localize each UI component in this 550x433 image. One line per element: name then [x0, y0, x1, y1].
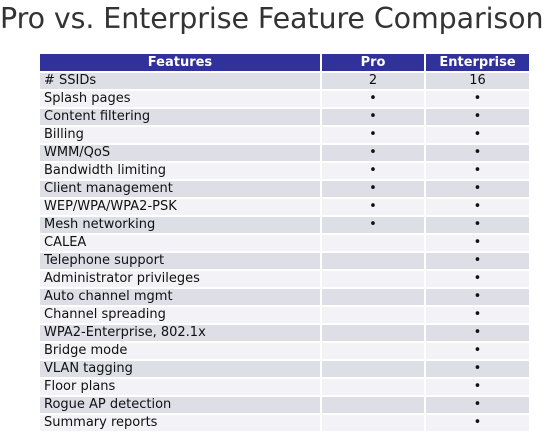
table-row: Floor plans • — [40, 377, 529, 396]
table-row: Content filtering • • — [40, 107, 529, 126]
pro-cell — [320, 251, 425, 270]
enterprise-cell: • — [424, 89, 529, 108]
enterprise-cell: • — [424, 179, 529, 198]
enterprise-cell: • — [424, 305, 529, 324]
feature-cell: # SSIDs — [40, 71, 321, 90]
table-row: Auto channel mgmt • — [40, 287, 529, 306]
pro-cell — [320, 413, 425, 431]
feature-cell: Summary reports — [40, 413, 321, 431]
enterprise-cell: • — [424, 395, 529, 414]
pro-cell: • — [320, 143, 425, 162]
pro-cell — [320, 341, 425, 360]
pro-cell: • — [320, 161, 425, 180]
table-row: Administrator privileges • — [40, 269, 529, 288]
feature-cell: Auto channel mgmt — [40, 287, 321, 306]
feature-cell: Bandwidth limiting — [40, 161, 321, 180]
pro-cell — [320, 287, 425, 306]
pro-cell: 2 — [320, 71, 425, 90]
table-body: # SSIDs 2 16 Splash pages • • Content filterin… — [40, 71, 529, 431]
feature-cell: Bridge mode — [40, 341, 321, 360]
feature-cell: WEP/WPA/WPA2-PSK — [40, 197, 321, 216]
feature-cell: Mesh networking — [40, 215, 321, 234]
enterprise-cell: • — [424, 161, 529, 180]
table-row: Telephone support • — [40, 251, 529, 270]
feature-cell: Splash pages — [40, 89, 321, 108]
enterprise-cell: • — [424, 413, 529, 431]
table-row: Mesh networking • • — [40, 215, 529, 234]
enterprise-cell: • — [424, 359, 529, 378]
table-row: Client management • • — [40, 179, 529, 198]
pro-cell: • — [320, 107, 425, 126]
feature-cell: Channel spreading — [40, 305, 321, 324]
feature-cell: WMM/QoS — [40, 143, 321, 162]
pro-cell — [320, 305, 425, 324]
table-header-row: Features Pro Enterprise — [40, 54, 529, 73]
feature-cell: Content filtering — [40, 107, 321, 126]
pro-cell: • — [320, 197, 425, 216]
table-row: WPA2-Enterprise, 802.1x • — [40, 323, 529, 342]
enterprise-cell: • — [424, 107, 529, 126]
feature-comparison-table: Features Pro Enterprise # SSIDs 2 16 Splash… — [40, 54, 529, 431]
feature-cell: Telephone support — [40, 251, 321, 270]
table-row: Splash pages • • — [40, 89, 529, 108]
pro-cell — [320, 323, 425, 342]
table-row: Bandwidth limiting • • — [40, 161, 529, 180]
feature-cell: Client management — [40, 179, 321, 198]
feature-cell: Billing — [40, 125, 321, 144]
enterprise-cell: • — [424, 251, 529, 270]
feature-cell: VLAN tagging — [40, 359, 321, 378]
pro-cell: • — [320, 215, 425, 234]
pro-cell — [320, 269, 425, 288]
column-header-enterprise: Enterprise — [424, 54, 529, 73]
pro-cell — [320, 233, 425, 252]
table-row: Summary reports • — [40, 413, 529, 431]
page-title: Pro vs. Enterprise Feature Comparison — [0, 2, 544, 35]
enterprise-cell: • — [424, 269, 529, 288]
pro-cell — [320, 359, 425, 378]
feature-cell: Rogue AP detection — [40, 395, 321, 414]
pro-cell — [320, 395, 425, 414]
enterprise-cell: • — [424, 215, 529, 234]
enterprise-cell: • — [424, 197, 529, 216]
table-row: Bridge mode • — [40, 341, 529, 360]
table-row: Channel spreading • — [40, 305, 529, 324]
table-row: CALEA • — [40, 233, 529, 252]
pro-cell: • — [320, 125, 425, 144]
enterprise-cell: • — [424, 341, 529, 360]
table-row: WMM/QoS • • — [40, 143, 529, 162]
enterprise-cell: • — [424, 323, 529, 342]
table-row: Rogue AP detection • — [40, 395, 529, 414]
enterprise-cell: • — [424, 143, 529, 162]
feature-cell: Floor plans — [40, 377, 321, 396]
enterprise-cell: • — [424, 377, 529, 396]
feature-cell: WPA2-Enterprise, 802.1x — [40, 323, 321, 342]
column-header-pro: Pro — [320, 54, 425, 73]
enterprise-cell: • — [424, 233, 529, 252]
enterprise-cell: • — [424, 125, 529, 144]
enterprise-cell: 16 — [424, 71, 529, 90]
table-row: WEP/WPA/WPA2-PSK • • — [40, 197, 529, 216]
pro-cell — [320, 377, 425, 396]
column-header-features: Features — [40, 54, 321, 73]
table-row: # SSIDs 2 16 — [40, 71, 529, 90]
pro-cell: • — [320, 179, 425, 198]
table-row: VLAN tagging • — [40, 359, 529, 378]
table-row: Billing • • — [40, 125, 529, 144]
enterprise-cell: • — [424, 287, 529, 306]
feature-cell: CALEA — [40, 233, 321, 252]
feature-cell: Administrator privileges — [40, 269, 321, 288]
pro-cell: • — [320, 89, 425, 108]
